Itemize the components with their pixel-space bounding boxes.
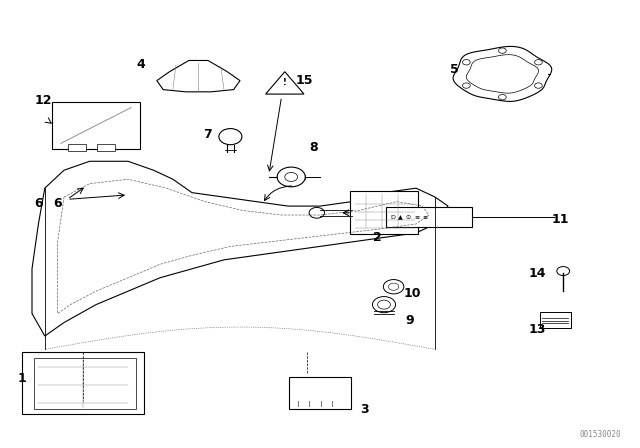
- Circle shape: [499, 95, 506, 100]
- Text: 13: 13: [529, 323, 547, 336]
- Text: !: !: [283, 78, 287, 87]
- Text: 3: 3: [360, 403, 369, 417]
- Text: 6: 6: [53, 197, 62, 211]
- Text: ≡: ≡: [422, 215, 428, 220]
- FancyBboxPatch shape: [68, 144, 86, 151]
- FancyBboxPatch shape: [386, 207, 472, 227]
- Text: D: D: [390, 215, 396, 220]
- FancyBboxPatch shape: [22, 352, 144, 414]
- Text: 5: 5: [450, 63, 459, 76]
- Text: 2: 2: [373, 231, 382, 244]
- Text: 10: 10: [404, 287, 422, 300]
- Text: ⊙: ⊙: [406, 215, 411, 220]
- FancyBboxPatch shape: [52, 102, 140, 149]
- Circle shape: [534, 60, 542, 65]
- Text: 11: 11: [551, 213, 569, 226]
- Text: ▲: ▲: [398, 215, 403, 220]
- Circle shape: [463, 60, 470, 65]
- Text: 14: 14: [529, 267, 547, 280]
- Text: 15: 15: [295, 74, 313, 87]
- FancyBboxPatch shape: [289, 377, 351, 409]
- Text: 12: 12: [35, 94, 52, 108]
- Text: 6: 6: [34, 197, 43, 211]
- Text: 4: 4: [136, 58, 145, 72]
- Text: 8: 8: [309, 141, 318, 155]
- Text: 9: 9: [405, 314, 414, 327]
- Text: 1: 1: [18, 372, 27, 385]
- Circle shape: [463, 83, 470, 88]
- FancyBboxPatch shape: [97, 144, 115, 151]
- FancyBboxPatch shape: [350, 191, 418, 234]
- Text: 7: 7: [204, 128, 212, 141]
- FancyBboxPatch shape: [540, 312, 571, 328]
- Circle shape: [499, 48, 506, 53]
- Circle shape: [534, 83, 542, 88]
- Text: 001530020: 001530020: [579, 430, 621, 439]
- Text: ≡: ≡: [415, 215, 420, 220]
